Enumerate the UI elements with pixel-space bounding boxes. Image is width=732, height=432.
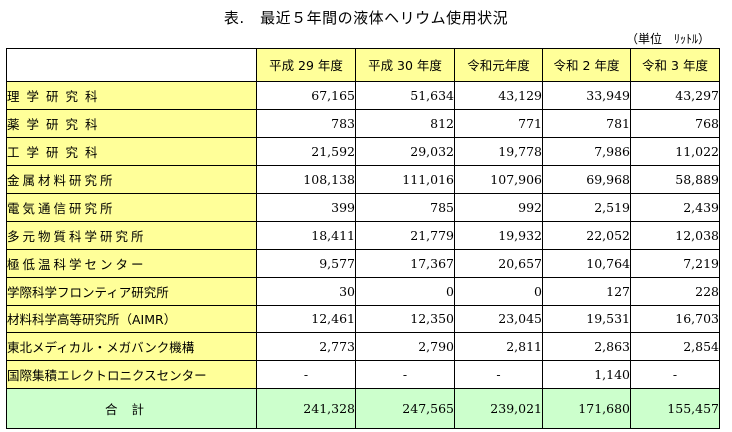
cell-value: 7,986: [542, 136, 631, 166]
helium-usage-table: 平成 29 年度 平成 30 年度 令和元年度 令和 2 年度 令和 3 年度 …: [6, 48, 720, 429]
total-label: 合計: [6, 388, 257, 429]
cell-value: 43,297: [630, 80, 720, 110]
cell-value: 2,863: [542, 332, 631, 362]
cell-value: 12,461: [256, 304, 356, 334]
cell-value: 19,778: [454, 136, 543, 166]
cell-value: 9,577: [256, 248, 356, 278]
cell-value: 771: [454, 108, 543, 138]
cell-value: 785: [355, 192, 455, 222]
cell-value: -: [355, 360, 455, 390]
cell-value: 12,038: [630, 220, 720, 250]
cell-value: 12,350: [355, 304, 455, 334]
cell-value: 2,773: [256, 332, 356, 362]
cell-value: 768: [630, 108, 720, 138]
cell-value: -: [630, 360, 720, 390]
row-label: 金属材料研究所: [6, 164, 257, 194]
row-label: 工学研究科: [6, 136, 257, 166]
row-label: 電気通信研究所: [6, 192, 257, 222]
table-row: 材料科学高等研究所（AIMR） 12,461 12,350 23,045 19,…: [6, 304, 720, 334]
cell-value: 127: [542, 276, 631, 306]
cell-value: 33,949: [542, 80, 631, 110]
table-row: 薬学研究科 783 812 771 781 768: [6, 108, 720, 138]
cell-value: 23,045: [454, 304, 543, 334]
column-header: 令和 3 年度: [630, 48, 720, 82]
cell-value: 7,219: [630, 248, 720, 278]
cell-value: 43,129: [454, 80, 543, 110]
row-label: 国際集積エレクトロニクスセンター: [6, 360, 257, 390]
column-header: 令和 2 年度: [542, 48, 631, 82]
table-row: 多元物質科学研究所 18,411 21,779 19,932 22,052 12…: [6, 220, 720, 250]
table-title: 表. 最近５年間の液体ヘリウム使用状況: [223, 9, 509, 27]
cell-value: 108,138: [256, 164, 356, 194]
row-label: 薬学研究科: [6, 108, 257, 138]
cell-value: 30: [256, 276, 356, 306]
cell-value: -: [454, 360, 543, 390]
total-row: 合計 241,328 247,565 239,021 171,680 155,4…: [6, 388, 720, 429]
cell-value: 29,032: [355, 136, 455, 166]
cell-value: 58,889: [630, 164, 720, 194]
cell-value: 21,779: [355, 220, 455, 250]
column-header: 平成 30 年度: [355, 48, 455, 82]
cell-value: 11,022: [630, 136, 720, 166]
cell-value: 2,439: [630, 192, 720, 222]
cell-value: 2,519: [542, 192, 631, 222]
corner-cell: [6, 48, 257, 82]
cell-value: 2,811: [454, 332, 543, 362]
table-row: 極低温科学センター 9,577 17,367 20,657 10,764 7,2…: [6, 248, 720, 278]
cell-value: 107,906: [454, 164, 543, 194]
cell-value: 399: [256, 192, 356, 222]
cell-value: 781: [542, 108, 631, 138]
cell-value: 19,932: [454, 220, 543, 250]
unit-label: （単位 ﾘｯﾄﾙ）: [625, 32, 710, 46]
total-value: 239,021: [454, 388, 543, 429]
cell-value: 20,657: [454, 248, 543, 278]
table-row: 理学研究科 67,165 51,634 43,129 33,949 43,297: [6, 80, 720, 110]
cell-value: 992: [454, 192, 543, 222]
row-label: 学際科学フロンティア研究所: [6, 276, 257, 306]
row-label: 東北メディカル・メガバンク機構: [6, 332, 257, 362]
cell-value: 16,703: [630, 304, 720, 334]
cell-value: 2,854: [630, 332, 720, 362]
table-row: 国際集積エレクトロニクスセンター - - - 1,140 -: [6, 360, 720, 390]
total-value: 171,680: [542, 388, 631, 429]
table-row: 電気通信研究所 399 785 992 2,519 2,439: [6, 192, 720, 222]
column-header: 令和元年度: [454, 48, 543, 82]
cell-value: 812: [355, 108, 455, 138]
column-header: 平成 29 年度: [256, 48, 356, 82]
row-label: 極低温科学センター: [6, 248, 257, 278]
table-row: 工学研究科 21,592 29,032 19,778 7,986 11,022: [6, 136, 720, 166]
cell-value: 0: [454, 276, 543, 306]
total-value: 241,328: [256, 388, 356, 429]
cell-value: 228: [630, 276, 720, 306]
cell-value: 22,052: [542, 220, 631, 250]
total-value: 247,565: [355, 388, 455, 429]
header-row: 平成 29 年度 平成 30 年度 令和元年度 令和 2 年度 令和 3 年度: [6, 48, 720, 82]
cell-value: 783: [256, 108, 356, 138]
cell-value: 19,531: [542, 304, 631, 334]
cell-value: 0: [355, 276, 455, 306]
table-row: 東北メディカル・メガバンク機構 2,773 2,790 2,811 2,863 …: [6, 332, 720, 362]
total-value: 155,457: [630, 388, 720, 429]
row-label: 多元物質科学研究所: [6, 220, 257, 250]
cell-value: 10,764: [542, 248, 631, 278]
cell-value: 2,790: [355, 332, 455, 362]
cell-value: 51,634: [355, 80, 455, 110]
cell-value: -: [256, 360, 356, 390]
cell-value: 18,411: [256, 220, 356, 250]
cell-value: 69,968: [542, 164, 631, 194]
table-row: 金属材料研究所 108,138 111,016 107,906 69,968 5…: [6, 164, 720, 194]
cell-value: 1,140: [542, 360, 631, 390]
cell-value: 67,165: [256, 80, 356, 110]
table-row: 学際科学フロンティア研究所 30 0 0 127 228: [6, 276, 720, 306]
cell-value: 21,592: [256, 136, 356, 166]
row-label: 材料科学高等研究所（AIMR）: [6, 304, 257, 334]
cell-value: 111,016: [355, 164, 455, 194]
row-label: 理学研究科: [6, 80, 257, 110]
cell-value: 17,367: [355, 248, 455, 278]
